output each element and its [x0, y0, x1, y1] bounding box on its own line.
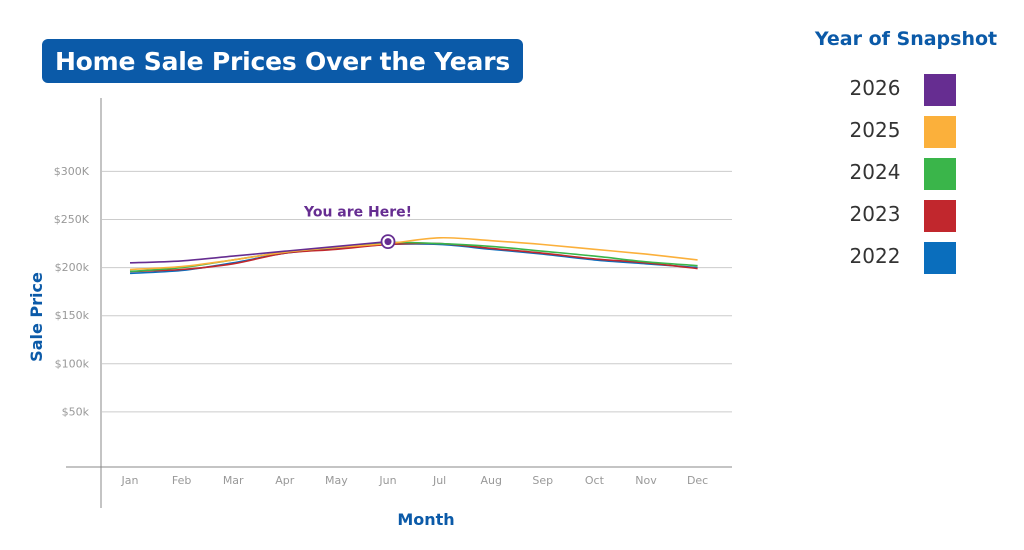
x-tick-label: Dec	[687, 474, 708, 487]
you-are-here-label: You are Here!	[303, 205, 412, 221]
legend-item-2023: 2023	[840, 200, 960, 232]
chart-title-badge: Home Sale Prices Over the Years	[42, 39, 523, 83]
series-line-2023	[129, 242, 698, 273]
y-tick-label: $100k	[55, 357, 90, 370]
x-tick-labels: Jan Feb Mar Apr May Jun Jul Aug Sep Oct Nov Dec	[121, 474, 709, 487]
series-lines	[129, 236, 698, 275]
x-tick-label: Jun	[378, 474, 396, 487]
legend-label: 2024	[849, 160, 901, 184]
y-tick-label: $50k	[62, 405, 90, 418]
y-axis-title: Sale Price	[27, 272, 46, 362]
x-tick-label: Nov	[635, 474, 657, 487]
x-tick-label: May	[325, 474, 348, 487]
axes	[66, 98, 732, 508]
grid-lines	[102, 170, 732, 413]
you-are-here-marker-dot	[384, 238, 392, 246]
legend-item-2022: 2022	[840, 242, 960, 274]
legend-swatch	[924, 74, 956, 106]
x-tick-label: Apr	[275, 474, 295, 487]
x-axis-title: Month	[397, 510, 454, 529]
legend-item-2026: 2026	[840, 74, 960, 106]
y-tick-labels: $300K $250K $200k $150k $100k $50k	[54, 165, 90, 419]
annotation-group: You are Here!	[303, 205, 412, 250]
legend-swatch	[924, 158, 956, 190]
legend-swatch	[924, 116, 956, 148]
chart-title: Home Sale Prices Over the Years	[54, 46, 511, 76]
x-tick-label: Aug	[480, 474, 501, 487]
legend-item-2025: 2025	[840, 116, 960, 148]
series-line-2025	[129, 236, 698, 271]
legend-label: 2022	[849, 244, 901, 268]
series-line-2026	[129, 240, 389, 264]
x-tick-label: Mar	[223, 474, 244, 487]
legend-swatch	[924, 200, 956, 232]
legend-label: 2026	[849, 76, 901, 100]
y-tick-label: $250K	[54, 213, 90, 226]
x-tick-label: Jan	[121, 474, 139, 487]
y-tick-label: $150k	[55, 309, 90, 322]
x-tick-label: Sep	[532, 474, 553, 487]
y-tick-label: $200k	[55, 261, 90, 274]
x-tick-label: Oct	[585, 474, 605, 487]
legend-item-2024: 2024	[840, 158, 960, 190]
legend-swatch	[924, 242, 956, 274]
legend-label: 2023	[849, 202, 901, 226]
legend-title: Year of Snapshot	[814, 28, 998, 50]
x-tick-label: Jul	[432, 474, 446, 487]
legend-label: 2025	[849, 118, 901, 142]
y-tick-label: $300K	[54, 165, 90, 178]
x-tick-label: Feb	[172, 474, 191, 487]
